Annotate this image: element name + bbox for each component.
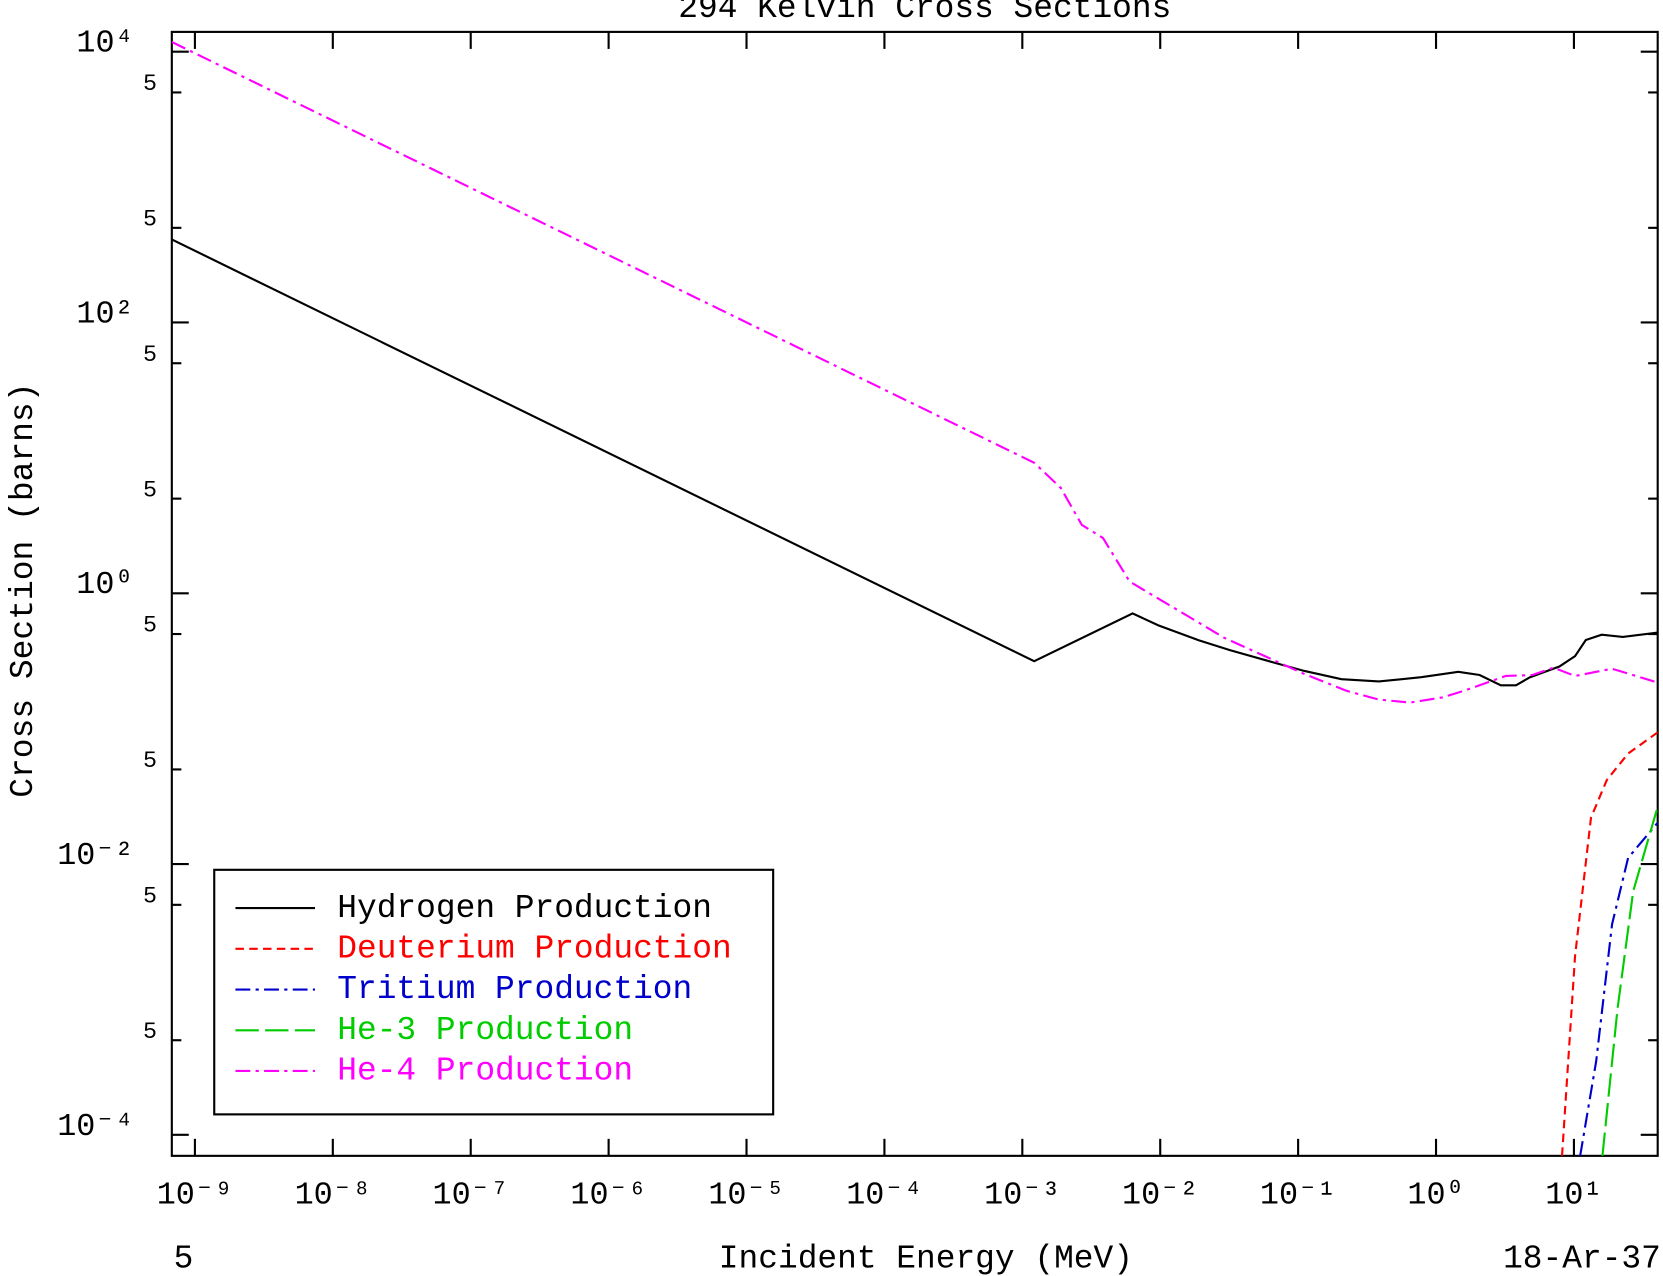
legend-label: Tritium Production (337, 971, 692, 1008)
y-tick-label: 5 (143, 749, 157, 775)
x-axis-label: Incident Energy (MeV) (719, 1241, 1133, 1276)
legend-label: He-4 Production (337, 1053, 633, 1090)
y-tick-label: 5 (143, 72, 157, 98)
legend-box (213, 868, 775, 1116)
y-tick-label: 5 (143, 207, 157, 233)
x-tick-label: 10⁻⁷ (433, 1177, 509, 1214)
legend-label: Deuterium Production (337, 930, 731, 967)
chart-title: 294 Kelvin Cross Sections (678, 0, 1171, 27)
y-tick-label: 10⁰ (76, 566, 133, 603)
x-tick-label: 10⁻⁶ (570, 1177, 646, 1214)
y-axis-label: Cross Section (barns) (5, 383, 42, 798)
x-tick-label: 10¹ (1545, 1177, 1602, 1214)
annotation: 5 (174, 1241, 194, 1276)
legend-label: He-3 Production (337, 1012, 633, 1049)
x-tick-label: 10⁻⁵ (708, 1177, 784, 1214)
x-tick-label: 10⁻¹ (1260, 1177, 1336, 1214)
series-line (171, 238, 1658, 687)
series-line (1560, 731, 1658, 1156)
x-tick-label: 10⁻⁴ (846, 1177, 922, 1214)
series-line (171, 41, 1658, 704)
x-tick-label: 10⁻⁹ (157, 1177, 233, 1214)
x-tick-label: 10⁰ (1407, 1177, 1464, 1214)
y-tick-label: 10⁴ (76, 25, 133, 62)
x-tick-label: 10⁻² (1122, 1177, 1198, 1214)
x-tick-label: 10⁻³ (984, 1177, 1060, 1214)
x-tick-label: 10⁻⁸ (295, 1177, 371, 1214)
y-tick-label: 5 (143, 343, 157, 369)
legend-label: Hydrogen Production (337, 890, 712, 927)
annotation: 18-Ar-37 (1503, 1241, 1661, 1276)
series-line (1601, 806, 1658, 1156)
y-tick-label: 5 (143, 884, 157, 910)
y-tick-label: 10² (76, 295, 133, 332)
y-tick-label: 10⁻⁴ (57, 1108, 133, 1145)
series-line (1579, 822, 1658, 1156)
y-tick-label: 5 (143, 1020, 157, 1046)
y-tick-label: 5 (143, 478, 157, 504)
y-tick-label: 10⁻² (57, 837, 133, 874)
y-tick-label: 5 (143, 614, 157, 640)
